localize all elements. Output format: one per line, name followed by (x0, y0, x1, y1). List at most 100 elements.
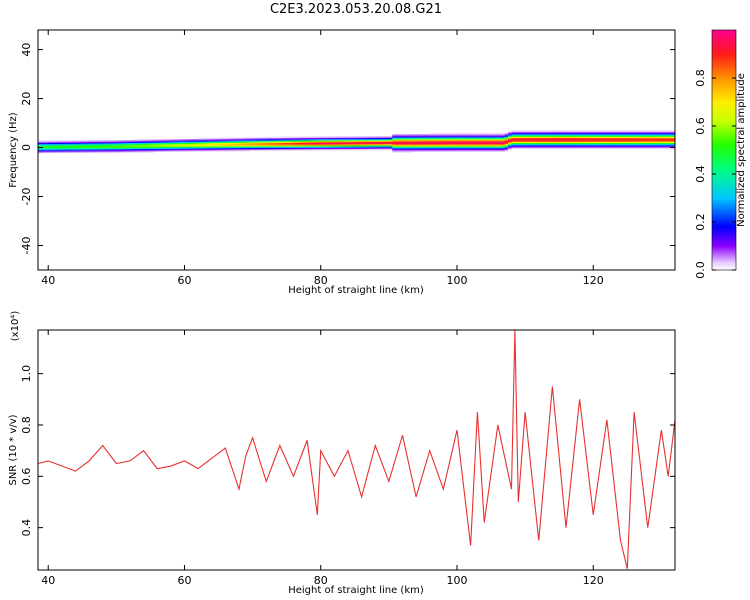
heatmap-cell (395, 135, 400, 137)
heatmap-cell (634, 132, 638, 135)
heatmap-cell (456, 138, 461, 141)
heatmap-cell (55, 146, 59, 148)
heatmap-cell (150, 148, 155, 151)
heatmap-cell (586, 147, 591, 150)
heatmap-cell (303, 140, 308, 142)
heatmap-cell (150, 145, 155, 147)
heatmap-cell (198, 145, 202, 147)
heatmap-cell (504, 135, 509, 137)
heatmap-cell (201, 143, 206, 146)
heatmap-cell (215, 146, 219, 148)
heatmap-cell (467, 138, 471, 141)
heatmap-cell (422, 141, 427, 143)
heatmap-cell (133, 147, 138, 150)
heatmap-cell (620, 130, 625, 132)
heatmap-cell (511, 136, 516, 139)
heatmap-cell (221, 147, 226, 150)
heatmap-cell (484, 138, 488, 141)
heatmap-cell (126, 140, 131, 142)
heatmap-cell (637, 141, 642, 143)
heatmap-cell (538, 141, 543, 143)
heatmap-cell (518, 140, 523, 142)
heatmap-cell (470, 136, 475, 139)
heatmap-cell (603, 131, 608, 134)
heatmap-cell (184, 146, 189, 148)
heatmap-cell (358, 148, 362, 151)
heatmap-cell (606, 142, 611, 145)
heatmap-cell (463, 147, 468, 150)
heatmap-cell (279, 148, 284, 151)
heatmap-cell (613, 138, 618, 141)
heatmap-cell (259, 148, 264, 151)
heatmap-cell (61, 146, 66, 148)
heatmap-cell (542, 147, 546, 150)
heatmap-cell (426, 142, 431, 145)
heatmap-cell (640, 131, 645, 134)
heatmap-cell (456, 136, 461, 139)
heatmap-cell (508, 138, 512, 141)
heatmap-cell (95, 146, 100, 148)
heatmap-cell (225, 142, 230, 145)
heatmap-cell (409, 140, 414, 142)
heatmap-cell (562, 135, 567, 137)
y-tick-label: 40 (20, 43, 33, 57)
heatmap-cell (419, 143, 424, 146)
heatmap-cell (116, 146, 121, 148)
heatmap-cell (218, 150, 223, 152)
heatmap-cell (627, 137, 632, 140)
heatmap-cell (399, 145, 403, 147)
heatmap-cell (385, 148, 390, 151)
heatmap-cell (170, 143, 175, 146)
heatmap-cell (78, 145, 83, 147)
heatmap-cell (167, 140, 172, 142)
heatmap-cell (569, 141, 574, 143)
heatmap-cell (511, 145, 516, 147)
heatmap-cell (112, 146, 117, 148)
heatmap-cell (467, 135, 471, 137)
heatmap-cell (572, 142, 577, 145)
heatmap-cell (555, 146, 560, 148)
heatmap-cell (310, 141, 315, 143)
heatmap-cell (429, 146, 434, 148)
heatmap-cell (388, 143, 393, 146)
heatmap-cell (538, 136, 543, 139)
heatmap-cell (225, 138, 230, 141)
heatmap-cell (664, 145, 669, 147)
heatmap-cell (627, 140, 632, 142)
heatmap-cell (491, 143, 495, 146)
heatmap-cell (467, 136, 471, 139)
heatmap-cell (559, 146, 563, 148)
heatmap-cell (194, 145, 199, 147)
heatmap-cell (463, 138, 468, 141)
heatmap-cell (276, 145, 281, 147)
heatmap-cell (129, 148, 134, 151)
heatmap-cell (365, 145, 369, 147)
heatmap-cell (416, 135, 420, 137)
heatmap-cell (58, 143, 63, 146)
heatmap-cell (647, 142, 652, 145)
heatmap-cell (392, 150, 396, 152)
heatmap-cell (235, 140, 240, 142)
heatmap-cell (337, 137, 342, 140)
heatmap-cell (600, 145, 604, 147)
heatmap-cell (535, 134, 540, 136)
heatmap-cell (313, 141, 318, 143)
heatmap-cell (627, 138, 632, 141)
heatmap-cell (443, 142, 448, 145)
heatmap-cell (474, 145, 478, 147)
heatmap-cell (150, 146, 155, 148)
heatmap-cell (300, 148, 304, 151)
heatmap-cell (337, 140, 342, 142)
heatmap-cell (211, 137, 216, 140)
heatmap-cell (623, 134, 628, 136)
heatmap-cell (382, 146, 386, 148)
heatmap-cell (279, 147, 284, 150)
heatmap-cell (208, 143, 213, 146)
heatmap-cell (225, 148, 230, 151)
heatmap-cell (344, 136, 349, 139)
heatmap-cell (603, 140, 608, 142)
heatmap-cell (661, 142, 666, 145)
heatmap-cell (443, 147, 448, 150)
heatmap-cell (187, 147, 192, 150)
heatmap-cell (446, 132, 451, 135)
